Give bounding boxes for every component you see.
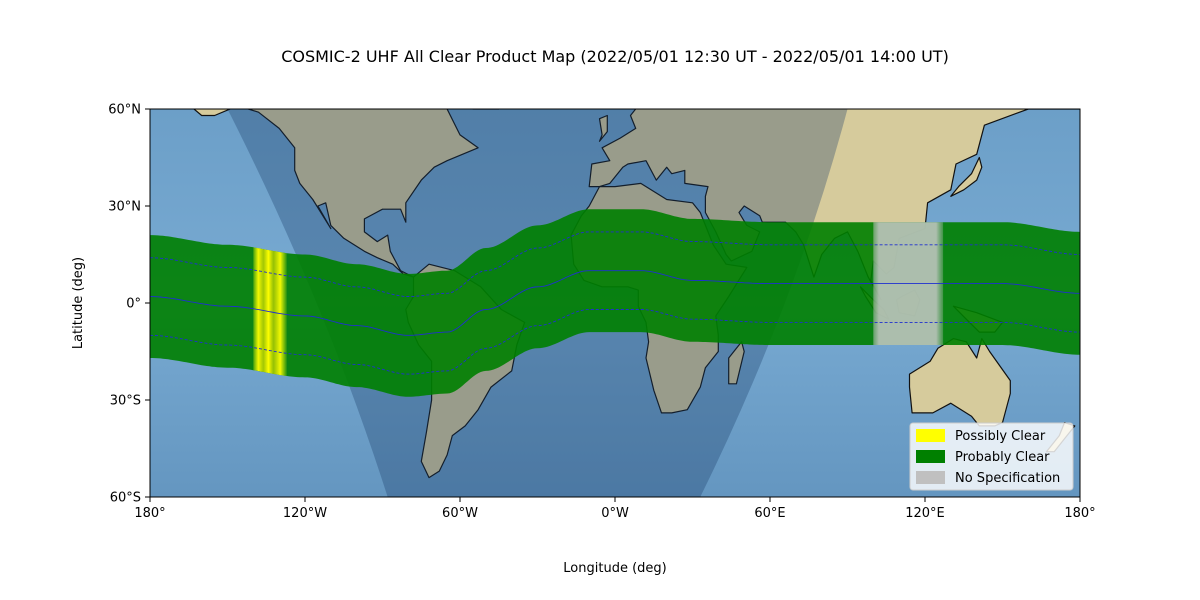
dip-line-south [150,309,1080,375]
chart-title: COSMIC-2 UHF All Clear Product Map (2022… [281,47,949,66]
land-polygon [728,341,745,385]
x-tick-label: 120°W [283,506,327,521]
y-axis-label: Latitude (deg) [71,257,86,349]
map-area [150,109,1080,497]
x-tick-label: 60°W [442,506,478,521]
dip-equator-line [150,270,1080,336]
y-axis-ticks: 60°N 30°N 0° 30°S 60°S [108,103,150,506]
legend-label-probably-clear: Probably Clear [955,450,1050,465]
y-tick-label: 60°N [108,103,141,118]
legend: Possibly Clear Probably Clear No Specifi… [909,422,1074,491]
x-axis-label: Longitude (deg) [563,561,666,576]
legend-label-no-specification: No Specification [955,471,1060,486]
x-tick-label: 60°E [754,506,785,521]
y-tick-label: 30°N [108,200,141,215]
y-tick-label: 60°S [110,491,141,506]
land-polygon [193,109,479,278]
probably-clear-band [150,209,1080,397]
legend-frame [909,422,1074,491]
legend-swatch-no-specification [916,471,945,484]
dip-equator-lines [150,231,1080,375]
x-tick-label: 180° [1064,506,1095,521]
y-tick-label: 0° [126,297,141,312]
x-tick-label: 0°W [601,506,629,521]
legend-swatch-probably-clear [916,450,945,463]
land-polygon [598,114,608,142]
y-tick-label: 30°S [110,394,141,409]
x-tick-label: 120°E [905,506,945,521]
x-axis-ticks: 180° 120°W 60°W 0°W 60°E 120°E 180° [134,497,1096,521]
legend-swatch-possibly-clear [916,429,945,442]
legend-label-possibly-clear: Possibly Clear [955,429,1046,444]
dip-line-north [150,231,1080,297]
land-polygon [950,156,983,197]
x-tick-label: 180° [134,506,165,521]
